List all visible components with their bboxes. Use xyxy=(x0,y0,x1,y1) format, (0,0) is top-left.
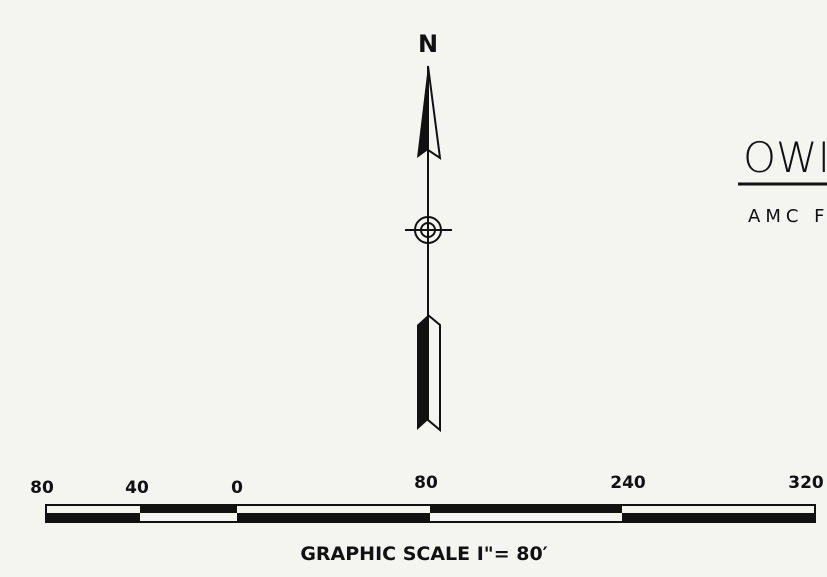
arrow-head-light xyxy=(427,65,442,161)
tail-light xyxy=(427,312,441,433)
scale-segment xyxy=(46,513,140,522)
scale-segment xyxy=(430,505,622,513)
north-label: N xyxy=(418,30,438,58)
scale-label: 320 xyxy=(788,473,824,493)
scale-label: 0 xyxy=(231,478,243,498)
subtitle: AMC F xyxy=(748,206,827,227)
scale-segment xyxy=(237,513,430,522)
title: OWI xyxy=(743,133,827,182)
scale-label: 80 xyxy=(30,478,54,498)
scale-label: 240 xyxy=(610,473,646,493)
scale-caption: GRAPHIC SCALE I"= 80′ xyxy=(300,543,547,565)
scale-segment xyxy=(622,513,815,522)
north-arrow: N xyxy=(405,30,452,433)
graphic-scale: 80 40 0 80 240 320 GRAPHIC SCALE I"= 80′ xyxy=(30,473,824,565)
scale-label: 40 xyxy=(125,478,149,498)
title-block: OWI AMC F xyxy=(738,133,827,227)
scale-label: 80 xyxy=(414,473,438,493)
arrow-head-dark xyxy=(417,66,428,158)
tail-dark xyxy=(417,315,428,430)
scale-segment xyxy=(140,505,237,513)
